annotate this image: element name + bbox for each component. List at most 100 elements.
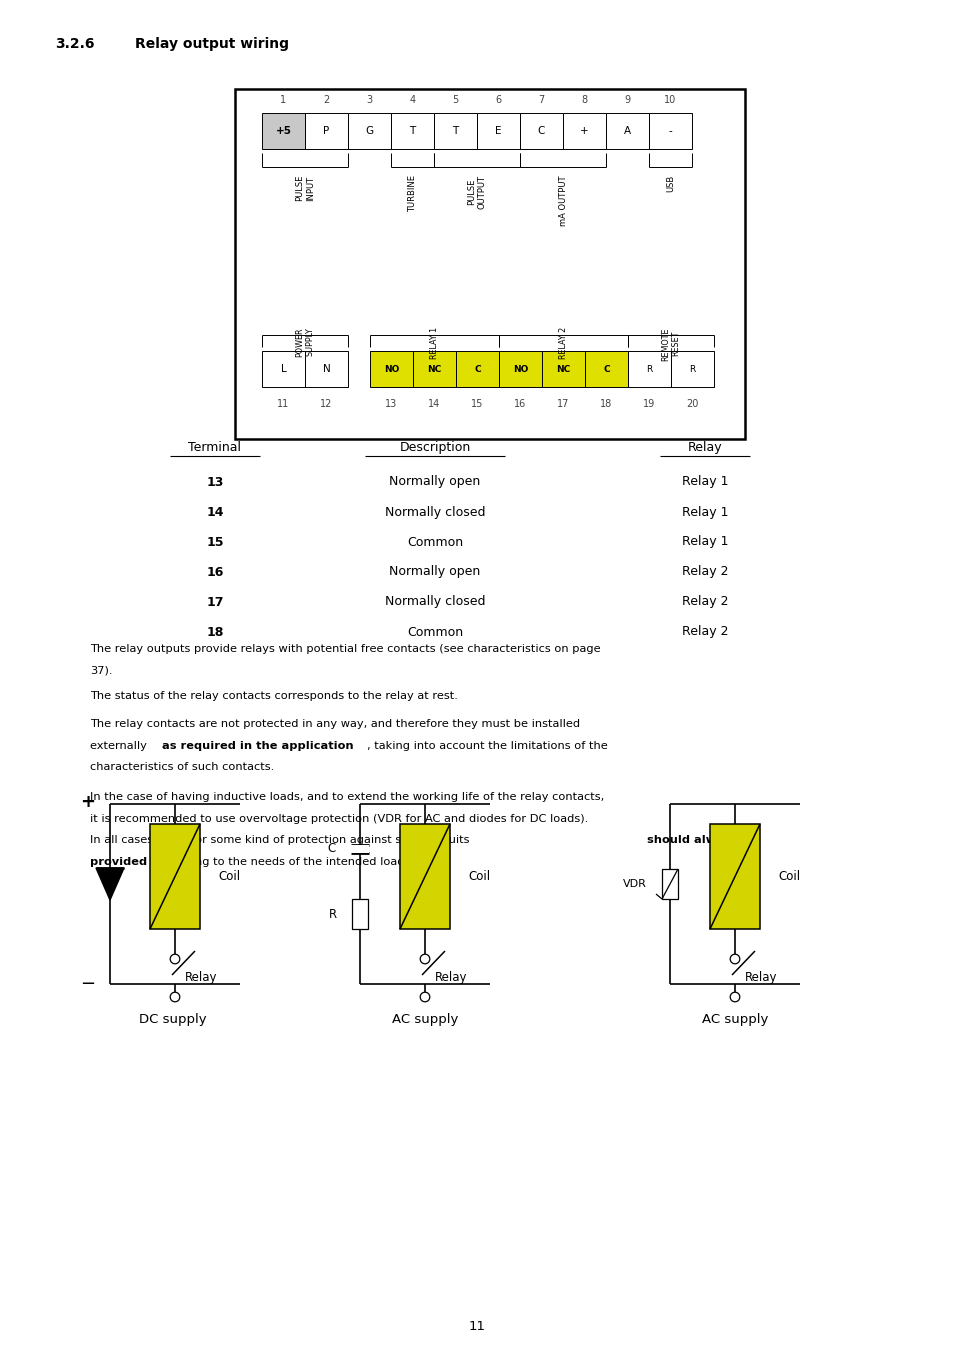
Text: RELAY 2: RELAY 2 xyxy=(558,326,567,359)
Circle shape xyxy=(729,993,739,1002)
Bar xyxy=(498,351,541,387)
Bar xyxy=(351,844,369,853)
Text: AC supply: AC supply xyxy=(392,1013,457,1025)
Text: USB: USB xyxy=(665,175,675,193)
Text: NO: NO xyxy=(513,364,528,374)
Text: R: R xyxy=(329,908,336,920)
Bar xyxy=(352,898,368,929)
Text: 4: 4 xyxy=(409,94,416,105)
Text: −: − xyxy=(80,975,95,993)
Text: Relay: Relay xyxy=(744,971,777,985)
Text: Coil: Coil xyxy=(778,870,800,884)
Text: Relay 2: Relay 2 xyxy=(681,565,727,579)
Text: C: C xyxy=(537,125,544,136)
Text: 7: 7 xyxy=(537,94,544,105)
Bar xyxy=(562,113,605,148)
Circle shape xyxy=(419,993,430,1002)
Text: 16: 16 xyxy=(514,399,526,409)
Text: Terminal: Terminal xyxy=(189,441,241,455)
Bar xyxy=(262,351,305,387)
Text: Relay 1: Relay 1 xyxy=(681,536,727,549)
Text: 19: 19 xyxy=(642,399,655,409)
Text: C: C xyxy=(602,364,609,374)
Text: POWER
SUPPLY: POWER SUPPLY xyxy=(295,326,314,356)
Text: Common: Common xyxy=(407,536,462,549)
Text: 17: 17 xyxy=(557,399,569,409)
Text: 3: 3 xyxy=(366,94,373,105)
Text: should always be: should always be xyxy=(646,835,757,846)
Bar xyxy=(661,869,678,898)
Text: PULSE
INPUT: PULSE INPUT xyxy=(295,175,314,201)
Text: L: L xyxy=(280,364,286,374)
Text: AC supply: AC supply xyxy=(701,1013,767,1025)
Bar xyxy=(413,351,456,387)
Text: TURBINE: TURBINE xyxy=(408,175,416,212)
Text: 14: 14 xyxy=(428,399,440,409)
Text: Common: Common xyxy=(407,626,462,638)
Bar xyxy=(305,113,348,148)
Text: mA OUTPUT: mA OUTPUT xyxy=(558,175,567,225)
Text: 13: 13 xyxy=(206,475,223,488)
Text: NC: NC xyxy=(556,364,570,374)
Bar xyxy=(150,824,200,929)
Text: , taking into account the limitations of the: , taking into account the limitations of… xyxy=(367,741,607,751)
Text: 20: 20 xyxy=(685,399,698,409)
Text: VDR: VDR xyxy=(622,880,646,889)
Text: R: R xyxy=(689,364,695,374)
Text: REMOTE
RESET: REMOTE RESET xyxy=(660,326,680,360)
Bar xyxy=(605,113,648,148)
Text: Relay: Relay xyxy=(435,971,467,985)
Text: Relay: Relay xyxy=(185,971,217,985)
Text: E: E xyxy=(495,125,501,136)
Text: 5: 5 xyxy=(452,94,458,105)
Text: Relay: Relay xyxy=(687,441,721,455)
Polygon shape xyxy=(96,867,124,900)
Text: NC: NC xyxy=(427,364,441,374)
Text: Normally closed: Normally closed xyxy=(384,595,485,608)
Circle shape xyxy=(170,954,179,963)
Text: 18: 18 xyxy=(206,626,223,638)
Text: 12: 12 xyxy=(320,399,333,409)
Text: RELAY 1: RELAY 1 xyxy=(430,326,438,359)
Text: Description: Description xyxy=(399,441,470,455)
Text: NO: NO xyxy=(383,364,398,374)
Text: Relay 1: Relay 1 xyxy=(681,506,727,518)
Bar xyxy=(370,351,413,387)
Text: 8: 8 xyxy=(580,94,587,105)
Text: N: N xyxy=(322,364,330,374)
Text: Relay 2: Relay 2 xyxy=(681,595,727,608)
Bar xyxy=(584,351,627,387)
Text: PULSE
OUTPUT: PULSE OUTPUT xyxy=(467,175,486,209)
Circle shape xyxy=(729,954,739,963)
Bar xyxy=(541,351,584,387)
Bar xyxy=(709,824,760,929)
Bar xyxy=(348,113,391,148)
Text: 6: 6 xyxy=(495,94,501,105)
Text: P: P xyxy=(323,125,330,136)
Text: +5: +5 xyxy=(275,125,292,136)
Text: as required in the application: as required in the application xyxy=(162,741,354,751)
Text: provided: provided xyxy=(90,857,147,867)
Text: characteristics of such contacts.: characteristics of such contacts. xyxy=(90,762,274,772)
Text: it is recommended to use overvoltage protection (VDR for AC and diodes for DC lo: it is recommended to use overvoltage pro… xyxy=(90,813,588,824)
Text: T: T xyxy=(409,125,416,136)
Text: G: G xyxy=(365,125,374,136)
Bar xyxy=(305,351,348,387)
Text: The relay contacts are not protected in any way, and therefore they must be inst: The relay contacts are not protected in … xyxy=(90,719,579,730)
Circle shape xyxy=(419,954,430,963)
Text: 2: 2 xyxy=(323,94,330,105)
Bar xyxy=(627,351,670,387)
Text: Relay output wiring: Relay output wiring xyxy=(135,36,289,51)
Text: In the case of having inductive loads, and to extend the working life of the rel: In the case of having inductive loads, a… xyxy=(90,792,603,803)
Text: The relay outputs provide relays with potential free contacts (see characteristi: The relay outputs provide relays with po… xyxy=(90,643,600,654)
Text: R: R xyxy=(646,364,652,374)
Bar xyxy=(648,113,691,148)
Text: according to the needs of the intended load.: according to the needs of the intended l… xyxy=(150,857,408,867)
Bar xyxy=(670,351,713,387)
Text: Relay 1: Relay 1 xyxy=(681,475,727,488)
Bar xyxy=(234,89,744,438)
Text: Normally closed: Normally closed xyxy=(384,506,485,518)
Text: Coil: Coil xyxy=(468,870,490,884)
Text: 15: 15 xyxy=(206,536,224,549)
Text: Normally open: Normally open xyxy=(389,565,480,579)
